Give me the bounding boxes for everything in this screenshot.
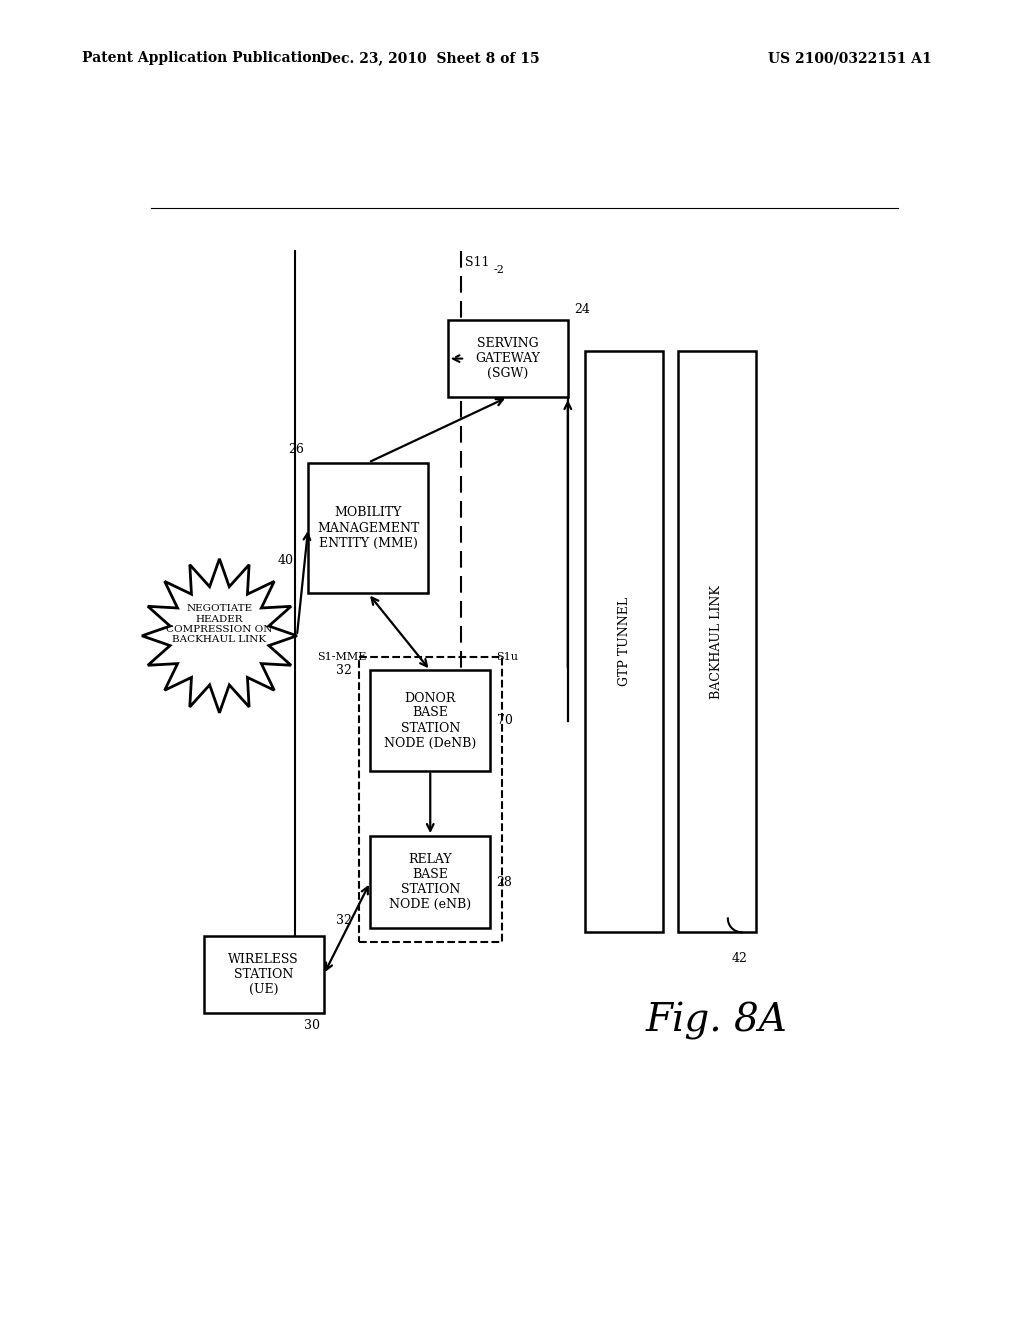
Text: SERVING
GATEWAY
(SGW): SERVING GATEWAY (SGW) (475, 337, 541, 380)
Text: S11: S11 (465, 256, 489, 269)
Text: -2: -2 (494, 265, 505, 275)
Text: Fig. 8A: Fig. 8A (646, 1002, 787, 1040)
FancyBboxPatch shape (308, 462, 428, 594)
Text: 42: 42 (732, 952, 748, 965)
Text: WIRELESS
STATION
(UE): WIRELESS STATION (UE) (228, 953, 299, 997)
FancyBboxPatch shape (586, 351, 663, 932)
Text: NEGOTIATE
HEADER
COMPRESSION ON
BACKHAUL LINK: NEGOTIATE HEADER COMPRESSION ON BACKHAUL… (166, 605, 272, 644)
Text: RELAY
BASE
STATION
NODE (eNB): RELAY BASE STATION NODE (eNB) (389, 853, 471, 911)
Polygon shape (142, 558, 297, 713)
Text: Patent Application Publication: Patent Application Publication (82, 51, 322, 65)
Text: S1u: S1u (497, 652, 518, 661)
Text: 30: 30 (304, 1019, 319, 1032)
Text: DONOR
BASE
STATION
NODE (DeNB): DONOR BASE STATION NODE (DeNB) (384, 692, 476, 750)
Text: 28: 28 (497, 875, 512, 888)
Text: Dec. 23, 2010  Sheet 8 of 15: Dec. 23, 2010 Sheet 8 of 15 (321, 51, 540, 65)
FancyBboxPatch shape (371, 671, 490, 771)
Text: 32: 32 (337, 913, 352, 927)
FancyBboxPatch shape (678, 351, 756, 932)
Text: 70: 70 (497, 714, 512, 727)
Text: BACKHAUL LINK: BACKHAUL LINK (711, 585, 724, 698)
Text: GTP TUNNEL: GTP TUNNEL (617, 597, 631, 686)
Text: 24: 24 (574, 304, 590, 317)
Text: US 2100/0322151 A1: US 2100/0322151 A1 (768, 51, 932, 65)
FancyBboxPatch shape (204, 936, 324, 1014)
Text: S1-MME: S1-MME (317, 652, 367, 661)
Text: 40: 40 (278, 553, 294, 566)
FancyBboxPatch shape (447, 321, 568, 397)
Text: MOBILITY
MANAGEMENT
ENTITY (MME): MOBILITY MANAGEMENT ENTITY (MME) (317, 507, 420, 549)
Text: 32: 32 (337, 664, 352, 677)
Text: 26: 26 (289, 444, 304, 457)
FancyBboxPatch shape (371, 836, 490, 928)
